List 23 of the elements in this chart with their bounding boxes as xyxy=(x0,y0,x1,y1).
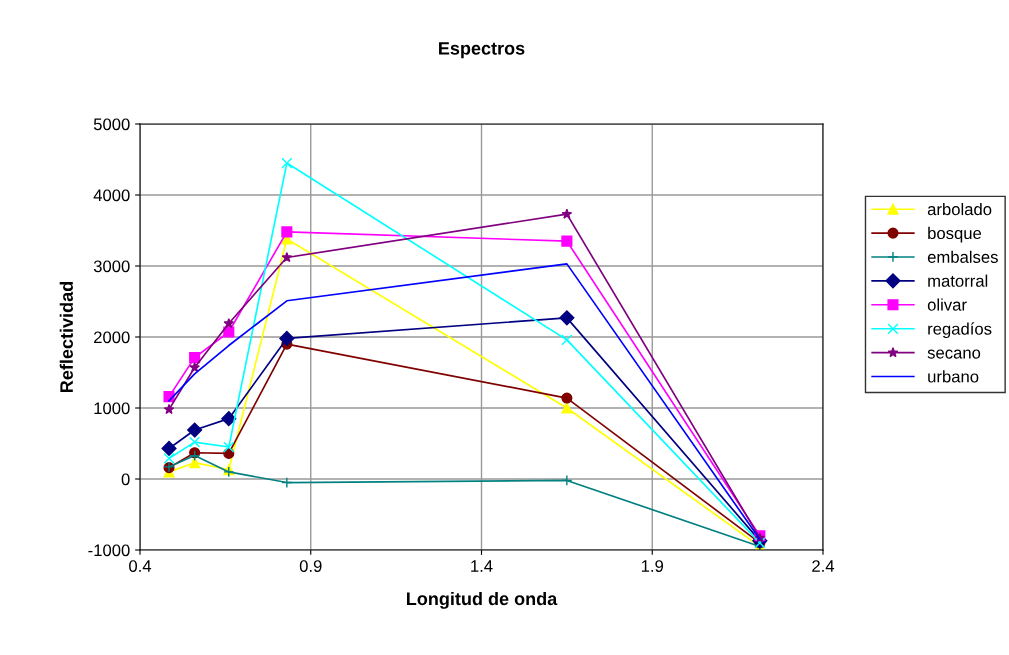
x-tick-label: 0.9 xyxy=(299,560,322,572)
legend-label: olivar xyxy=(927,298,967,311)
legend-label: arbolado xyxy=(927,202,992,216)
legend-label: embalses xyxy=(927,250,998,263)
x-tick-label: 1.9 xyxy=(641,560,664,572)
legend-label: matorral xyxy=(928,274,988,287)
x-axis-title: Longitud de onda xyxy=(407,591,558,609)
y-tick-label: 0 xyxy=(121,473,130,486)
y-tick-label: 5000 xyxy=(93,118,130,131)
y-tick-label: 1000 xyxy=(94,402,130,415)
y-tick-label: 2000 xyxy=(94,331,130,344)
x-tick-label: 2.4 xyxy=(812,560,835,572)
legend-label: secano xyxy=(927,349,981,359)
y-axis-title: Reflectividad xyxy=(59,281,73,392)
legend-label: urbano xyxy=(928,370,979,383)
y-tick-label: 3000 xyxy=(93,260,130,273)
y-tick-label: -1000 xyxy=(88,544,130,557)
x-tick-label: 0.4 xyxy=(129,560,152,572)
y-tick-label: 4000 xyxy=(93,189,130,202)
legend-label: bosque xyxy=(928,226,982,243)
x-tick-label: 1.4 xyxy=(471,560,493,572)
legend-label: regadíos xyxy=(928,322,992,339)
chart-title: Espectros xyxy=(439,42,525,59)
